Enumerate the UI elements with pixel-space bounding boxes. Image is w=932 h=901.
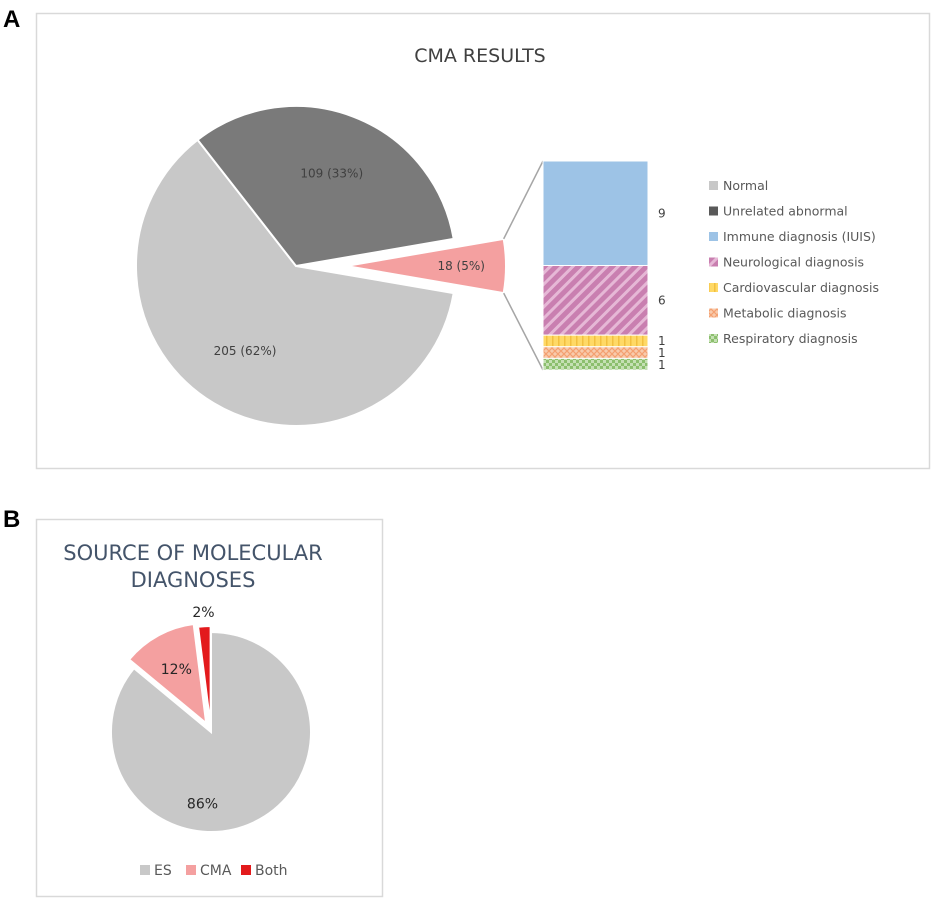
legend-swatch-both xyxy=(241,865,251,875)
legend-swatch-metabolic-diagnosis xyxy=(709,308,718,318)
legend-label-unrelated-abnormal: Unrelated abnormal xyxy=(723,204,848,219)
legend-swatch-respiratory-diagnosis xyxy=(709,334,718,343)
pie-slice-diagnostic xyxy=(345,237,507,295)
bar-segment-neurological-diagnosis xyxy=(542,265,649,336)
pie-slice-es xyxy=(110,630,312,833)
legend-swatch-es xyxy=(140,865,150,875)
bar-label-immune-diagnosis-iuis: 9 xyxy=(658,206,666,220)
pie-slice-cma xyxy=(127,622,208,726)
bar-label-neurological-diagnosis: 6 xyxy=(658,293,666,307)
chart-a-title: CMA RESULTS xyxy=(414,45,546,67)
pie-slice-both xyxy=(196,625,212,727)
chart-b-pie: 86% 12% 2% xyxy=(110,605,312,833)
bar-segment-respiratory-diagnosis xyxy=(542,357,649,371)
bar-label-respiratory-diagnosis: 1 xyxy=(658,358,666,372)
chart-a-connectors xyxy=(503,160,544,371)
legend-label-neurological-diagnosis: Neurological diagnosis xyxy=(723,255,864,270)
chart-a-legend: Normal Unrelated abnormal Immune diagnosis… xyxy=(709,178,879,346)
legend-label-es: ES xyxy=(154,863,172,879)
legend-label-cardiovascular-diagnosis: Cardiovascular diagnosis xyxy=(723,280,879,295)
chart-b-legend: ES CMA Both xyxy=(140,863,288,879)
legend-swatch-immune-diagnosis-iuis xyxy=(709,232,718,241)
bar-segment-immune-diagnosis-iuis xyxy=(542,160,649,266)
legend-swatch-cardiovascular-diagnosis xyxy=(709,283,718,292)
pie-label-unrelated-abnormal: 109 (33%) xyxy=(300,166,363,180)
pie-label-both: 2% xyxy=(192,605,214,621)
panel-a-label: A xyxy=(3,6,21,33)
connector-line-bottom xyxy=(503,292,544,371)
legend-label-both: Both xyxy=(255,863,288,879)
bar-segment-metabolic-diagnosis xyxy=(542,346,649,359)
legend-label-metabolic-diagnosis: Metabolic diagnosis xyxy=(723,306,846,321)
pie-label-cma: 12% xyxy=(161,662,192,678)
panel-b-label: B xyxy=(3,506,21,533)
pie-label-diagnostic: 18 (5%) xyxy=(437,259,484,273)
bar-label-metabolic-diagnosis: 1 xyxy=(658,346,666,360)
legend-swatch-cma xyxy=(186,865,196,875)
legend-swatch-neurological-diagnosis xyxy=(709,257,718,267)
chart-b-title-line-2: DIAGNOSES xyxy=(131,568,256,592)
bar-label-cardiovascular-diagnosis: 1 xyxy=(658,334,666,348)
connector-line-top xyxy=(503,160,544,240)
pie-slice-normal xyxy=(135,138,455,427)
legend-swatch-normal xyxy=(709,181,718,190)
pie-label-normal: 205 (62%) xyxy=(214,344,277,358)
legend-label-immune-diagnosis-iuis: Immune diagnosis (IUIS) xyxy=(723,229,876,244)
chart-b-title-line-1: SOURCE OF MOLECULAR xyxy=(63,541,322,565)
pie-slice-unrelated-abnormal xyxy=(196,105,455,268)
chart-a-pie: 18 (5%) 205 (62%) 109 (33%) xyxy=(135,105,507,427)
legend-label-respiratory-diagnosis: Respiratory diagnosis xyxy=(723,331,858,346)
legend-swatch-unrelated-abnormal xyxy=(709,206,718,216)
legend-label-cma: CMA xyxy=(200,863,232,879)
bar-segment-cardiovascular-diagnosis xyxy=(542,334,649,348)
pie-label-es: 86% xyxy=(187,796,218,812)
legend-label-normal: Normal xyxy=(723,178,768,193)
